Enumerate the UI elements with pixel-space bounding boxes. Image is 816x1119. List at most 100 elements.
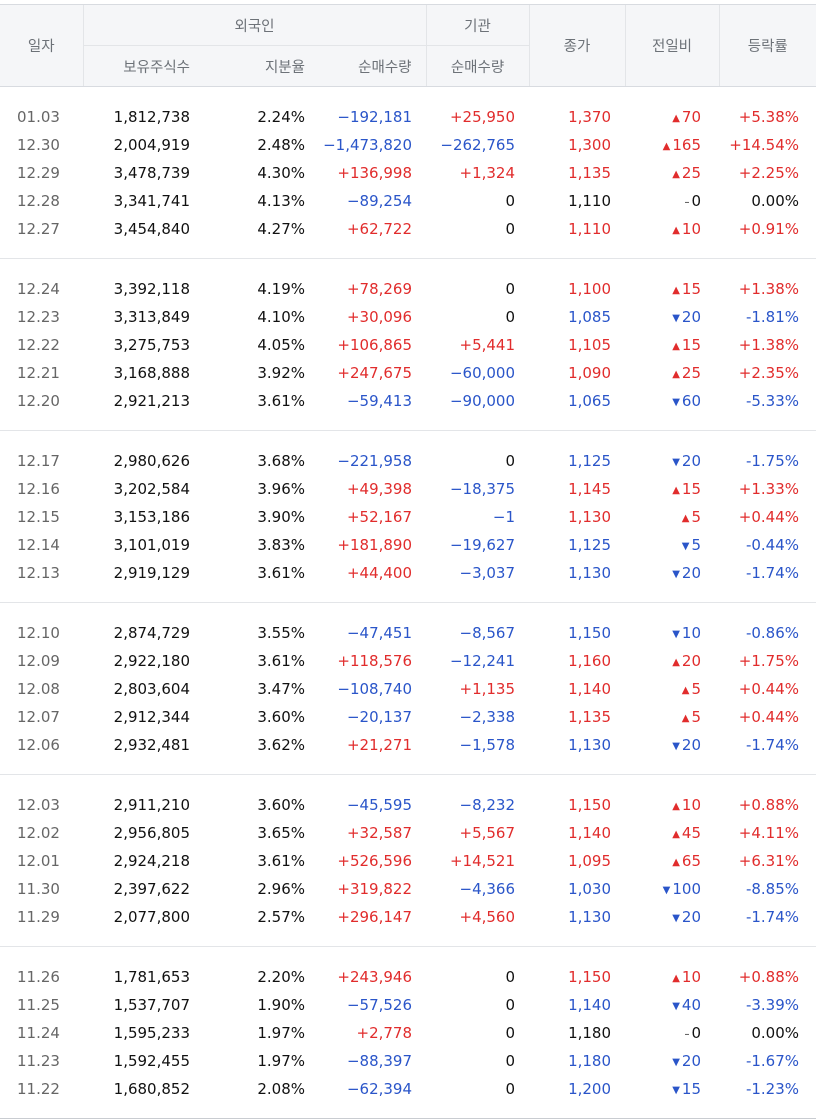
change-rate-cell: +0.44% [738, 680, 800, 698]
share-ratio-cell: 2.08% [257, 1080, 305, 1098]
share-ratio-cell: 2.24% [257, 108, 305, 126]
holdings-cell: 2,932,481 [113, 736, 190, 754]
inst-net-cell: −8,232 [459, 796, 516, 814]
change-value: 5 [691, 680, 702, 698]
group-divider [0, 243, 816, 259]
change-value: 5 [691, 508, 702, 526]
share-ratio-cell: 4.05% [257, 336, 305, 354]
change-rate-cell: +0.88% [738, 796, 800, 814]
share-ratio-cell: 2.20% [257, 968, 305, 986]
inst-net-cell: 0 [505, 968, 516, 986]
triangle-down-icon: ▼ [672, 1057, 680, 1068]
date-cell: 11.26 [17, 968, 60, 986]
change-rate-cell: 0.00% [751, 192, 800, 210]
close-price-cell: 1,110 [568, 192, 612, 210]
header-holdings: 보유주식수 [82, 45, 204, 87]
triangle-up-icon: ▲ [672, 829, 680, 840]
change-rate-cell: +1.75% [738, 652, 800, 670]
date-cell: 12.23 [17, 308, 60, 326]
close-price-cell: 1,145 [568, 480, 612, 498]
change-rate-cell: -1.75% [745, 452, 800, 470]
triangle-up-icon: ▲ [672, 225, 680, 236]
date-cell: 12.10 [17, 624, 60, 642]
triangle-down-icon: ▼ [672, 397, 680, 408]
table-row: 11.26 1,781,653 2.20% +243,946 0 1,150 ▲ 10 +0.8… [0, 963, 816, 991]
foreign-net-cell: +21,271 [346, 736, 413, 754]
holdings-cell: 3,341,741 [113, 192, 190, 210]
holdings-cell: 2,004,919 [113, 136, 190, 154]
holdings-cell: 2,924,218 [113, 852, 190, 870]
change-value: 20 [681, 736, 702, 754]
holdings-cell: 1,537,707 [113, 996, 190, 1014]
inst-net-cell: 0 [505, 1080, 516, 1098]
triangle-up-icon: ▲ [681, 513, 690, 524]
change-cell: ▼ 20 [625, 731, 719, 759]
foreign-net-cell: −45,595 [346, 796, 413, 814]
triangle-down-icon: ▼ [662, 885, 671, 896]
share-ratio-cell: 3.96% [257, 480, 305, 498]
date-cell: 12.02 [17, 824, 60, 842]
inst-net-cell: 0 [505, 308, 516, 326]
change-cell: –0 [625, 187, 719, 215]
share-ratio-cell: 3.65% [257, 824, 305, 842]
foreign-net-cell: −47,451 [346, 624, 413, 642]
close-price-cell: 1,130 [568, 508, 612, 526]
change-value: 0 [691, 1024, 702, 1042]
holdings-cell: 3,275,753 [113, 336, 190, 354]
foreign-net-cell: +136,998 [337, 164, 413, 182]
change-value: 20 [681, 1052, 702, 1070]
change-rate-cell: +0.88% [738, 968, 800, 986]
change-rate-cell: -1.74% [745, 908, 800, 926]
foreign-net-cell: +32,587 [346, 824, 413, 842]
change-cell: ▼ 40 [625, 991, 719, 1019]
holdings-cell: 1,592,455 [113, 1052, 190, 1070]
holdings-cell: 2,919,129 [113, 564, 190, 582]
group-spacer [0, 259, 816, 276]
date-cell: 12.30 [17, 136, 60, 154]
triangle-down-icon: ▼ [672, 629, 680, 640]
group-spacer [0, 775, 816, 792]
holdings-cell: 1,680,852 [113, 1080, 190, 1098]
share-ratio-cell: 2.96% [257, 880, 305, 898]
change-value: 10 [681, 624, 702, 642]
change-value: 5 [691, 536, 702, 554]
holdings-cell: 2,956,805 [113, 824, 190, 842]
table-row: 12.27 3,454,840 4.27% +62,722 0 1,110 ▲ 10 +0.91… [0, 215, 816, 243]
holdings-cell: 1,781,653 [113, 968, 190, 986]
date-cell: 12.09 [17, 652, 60, 670]
date-cell: 12.17 [17, 452, 60, 470]
foreign-net-cell: +526,596 [337, 852, 413, 870]
change-value: 100 [672, 880, 702, 898]
table-row: 11.22 1,680,852 2.08% −62,394 0 1,200 ▼ 15 -1.23… [0, 1075, 816, 1103]
triangle-up-icon: ▲ [672, 113, 680, 124]
inst-net-cell: −1,578 [459, 736, 516, 754]
share-ratio-cell: 1.97% [257, 1024, 305, 1042]
inst-net-cell: 0 [505, 280, 516, 298]
share-ratio-cell: 3.83% [257, 536, 305, 554]
change-rate-cell: -1.67% [745, 1052, 800, 1070]
close-price-cell: 1,150 [568, 796, 612, 814]
group-divider [0, 415, 816, 431]
inst-net-cell: −2,338 [459, 708, 516, 726]
change-value: 20 [681, 452, 702, 470]
group-spacer [0, 87, 816, 104]
foreign-net-cell: −59,413 [346, 392, 413, 410]
change-value: 25 [681, 364, 702, 382]
inst-net-cell: +5,567 [459, 824, 516, 842]
date-cell: 01.03 [17, 108, 60, 126]
change-value: 65 [681, 852, 702, 870]
header-rate: 등락률 [718, 4, 816, 87]
change-rate-cell: -1.74% [745, 736, 800, 754]
change-rate-cell: -5.33% [745, 392, 800, 410]
change-value: 10 [681, 220, 702, 238]
change-value: 20 [681, 908, 702, 926]
close-price-cell: 1,180 [568, 1052, 612, 1070]
date-cell: 12.03 [17, 796, 60, 814]
header-foreign-net: 순매수량 [319, 45, 427, 87]
holdings-cell: 2,912,344 [113, 708, 190, 726]
change-rate-cell: -8.85% [745, 880, 800, 898]
date-cell: 11.30 [17, 880, 60, 898]
group-divider [0, 759, 816, 775]
foreign-net-cell: −89,254 [346, 192, 413, 210]
triangle-down-icon: ▼ [672, 741, 680, 752]
